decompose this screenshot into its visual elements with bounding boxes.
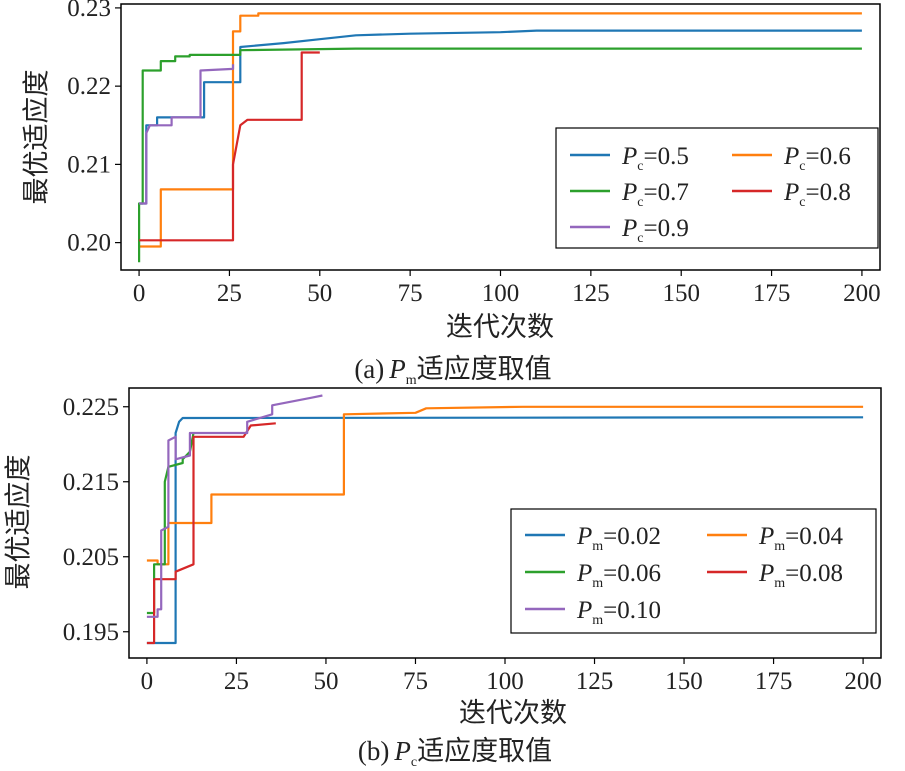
legend-label: Pc=0.6 xyxy=(783,143,851,174)
x-tick-label: 0 xyxy=(133,280,146,307)
caption-b-sym: P xyxy=(393,736,411,766)
x-tick-label: 175 xyxy=(755,668,793,695)
series-line-08 xyxy=(139,51,320,242)
y-tick-label: 0.205 xyxy=(63,544,119,571)
caption-b: (b) Pc适应度取值 xyxy=(358,736,552,770)
y-tick-label: 0.215 xyxy=(63,469,119,496)
x-tick-label: 125 xyxy=(576,668,614,695)
legend-box xyxy=(510,508,877,634)
ylabel-a: 最优适应度 xyxy=(22,70,53,205)
caption-a-sym: P xyxy=(388,354,406,384)
caption-b-suffix: 适应度取值 xyxy=(417,736,552,767)
caption-b-sub: c xyxy=(411,755,417,770)
legend-label: Pm=0.06 xyxy=(576,560,661,591)
series-line-07 xyxy=(138,47,862,263)
x-tick-label: 200 xyxy=(844,668,882,695)
x-tick-label: 25 xyxy=(224,668,249,695)
y-tick-label: 0.21 xyxy=(67,151,111,178)
legend-label: Pm=0.04 xyxy=(758,523,844,554)
caption-a-suffix: 适应度取值 xyxy=(417,354,552,385)
caption-a-prefix: (a) xyxy=(354,354,384,384)
x-tick-label: 175 xyxy=(753,280,791,307)
y-tick-label: 0.23 xyxy=(67,0,111,22)
y-tick-label: 0.22 xyxy=(67,73,111,100)
legend-label: Pc=0.7 xyxy=(621,179,689,210)
series-line-09 xyxy=(139,64,235,205)
series-line-002 xyxy=(146,416,864,645)
x-tick-label: 0 xyxy=(141,668,154,695)
y-tick-label: 0.195 xyxy=(63,619,119,646)
x-tick-label: 75 xyxy=(398,280,423,307)
caption-b-prefix: (b) xyxy=(358,736,389,766)
caption-a-sub: m xyxy=(406,373,417,388)
legend-label: Pm=0.08 xyxy=(758,560,843,591)
x-tick-label: 125 xyxy=(572,280,610,307)
ylabel-b: 最优适应度 xyxy=(4,455,35,590)
xlabel-a: 迭代次数 xyxy=(446,312,554,343)
legend-label: Pc=0.8 xyxy=(783,179,851,210)
panel-a: 最优适应度 迭代次数 (a) Pm适应度取值 0 25 50 75 100 125 150 17… xyxy=(22,0,881,388)
legend-label: Pm=0.10 xyxy=(576,597,661,628)
legend-label: Pm=0.02 xyxy=(576,523,661,554)
x-tick-label: 50 xyxy=(307,280,332,307)
x-tick-label: 200 xyxy=(843,280,881,307)
legend-label: Pc=0.5 xyxy=(621,143,689,174)
x-tick-label: 75 xyxy=(403,668,428,695)
caption-a: (a) Pm适应度取值 xyxy=(354,354,551,388)
x-tick-label: 150 xyxy=(665,668,703,695)
y-tick-label: 0.20 xyxy=(67,230,111,257)
series-line-06 xyxy=(139,12,862,248)
series-line-010 xyxy=(146,394,323,618)
x-tick-label: 50 xyxy=(313,668,338,695)
xlabel-b: 迭代次数 xyxy=(459,698,567,729)
x-tick-label: 150 xyxy=(662,280,700,307)
legend-label: Pc=0.9 xyxy=(621,215,689,246)
x-tick-label: 25 xyxy=(217,280,242,307)
series-line-008 xyxy=(146,422,276,645)
x-tick-label: 100 xyxy=(486,668,524,695)
panel-b: 最优适应度 迭代次数 (b) Pc适应度取值 0 25 50 75 100 125 150 17… xyxy=(4,387,882,770)
x-tick-label: 100 xyxy=(482,280,520,307)
y-tick-label: 0.225 xyxy=(63,394,119,421)
